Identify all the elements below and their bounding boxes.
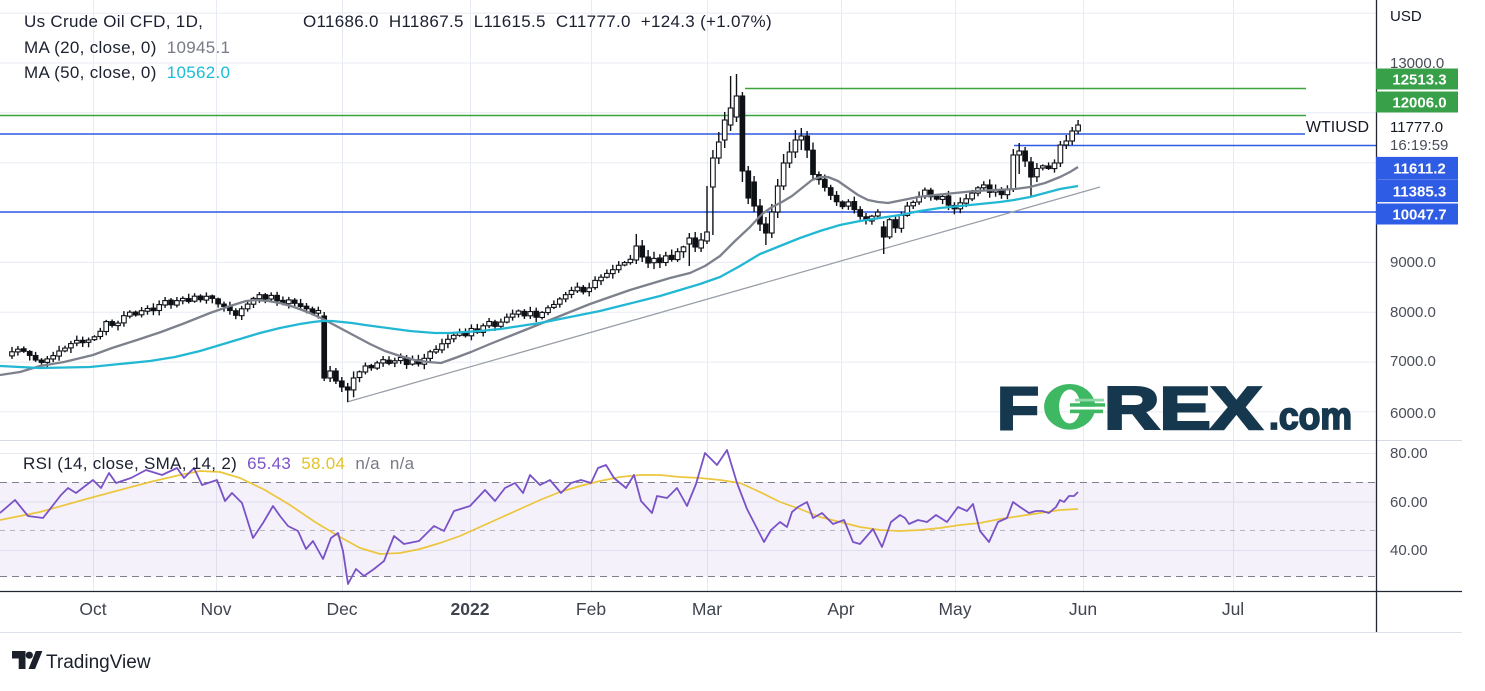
svg-text:REX: REX — [1104, 375, 1262, 442]
svg-text:RSI (14, close, SMA, 14, 2) 6: RSI (14, close, SMA, 14, 2) 65.43 58.04 … — [23, 454, 415, 473]
svg-text:USD: USD — [1390, 8, 1422, 25]
svg-text:11385.3: 11385.3 — [1393, 183, 1446, 200]
svg-text:Apr: Apr — [827, 599, 854, 619]
svg-text:TradingView: TradingView — [46, 652, 151, 673]
svg-text:Mar: Mar — [692, 599, 722, 619]
svg-text:WTIUSD: WTIUSD — [1306, 119, 1369, 136]
svg-text:40.00: 40.00 — [1390, 542, 1428, 559]
svg-text:9000.0: 9000.0 — [1390, 254, 1436, 271]
svg-text:8000.0: 8000.0 — [1390, 304, 1436, 321]
svg-text:.com: .com — [1269, 396, 1352, 438]
svg-text:Dec: Dec — [326, 599, 357, 619]
svg-text:60.00: 60.00 — [1390, 494, 1428, 511]
svg-text:13000.0: 13000.0 — [1390, 55, 1444, 72]
svg-text:Nov: Nov — [200, 599, 231, 619]
svg-text:12513.3: 12513.3 — [1392, 72, 1446, 89]
svg-text:F: F — [997, 375, 1039, 442]
svg-text:Oct: Oct — [79, 599, 106, 619]
svg-text:MA (50, close, 0) 10562.0: MA (50, close, 0) 10562.0 — [24, 63, 230, 82]
svg-text:O11686.0 H11867.5 L11615.5: O11686.0 H11867.5 L11615.5 C11777.0 +124… — [303, 12, 772, 31]
svg-text:7000.0: 7000.0 — [1390, 353, 1436, 370]
svg-text:11777.0: 11777.0 — [1390, 119, 1443, 136]
svg-text:Us Crude Oil CFD, 1D,: Us Crude Oil CFD, 1D, — [24, 12, 203, 31]
svg-text:Jul: Jul — [1222, 599, 1244, 619]
svg-text:Feb: Feb — [576, 599, 606, 619]
svg-text:2022: 2022 — [451, 599, 490, 619]
svg-text:May: May — [938, 599, 971, 619]
svg-text:MA (20, close, 0) 10945.1: MA (20, close, 0) 10945.1 — [24, 38, 230, 57]
svg-text:Jun: Jun — [1069, 599, 1097, 619]
svg-text:16:19:59: 16:19:59 — [1390, 137, 1448, 154]
svg-text:10047.7: 10047.7 — [1392, 207, 1446, 224]
svg-text:11611.2: 11611.2 — [1393, 161, 1446, 178]
svg-text:12006.0: 12006.0 — [1392, 95, 1446, 112]
svg-text:80.00: 80.00 — [1390, 445, 1428, 462]
svg-text:6000.0: 6000.0 — [1390, 405, 1436, 422]
